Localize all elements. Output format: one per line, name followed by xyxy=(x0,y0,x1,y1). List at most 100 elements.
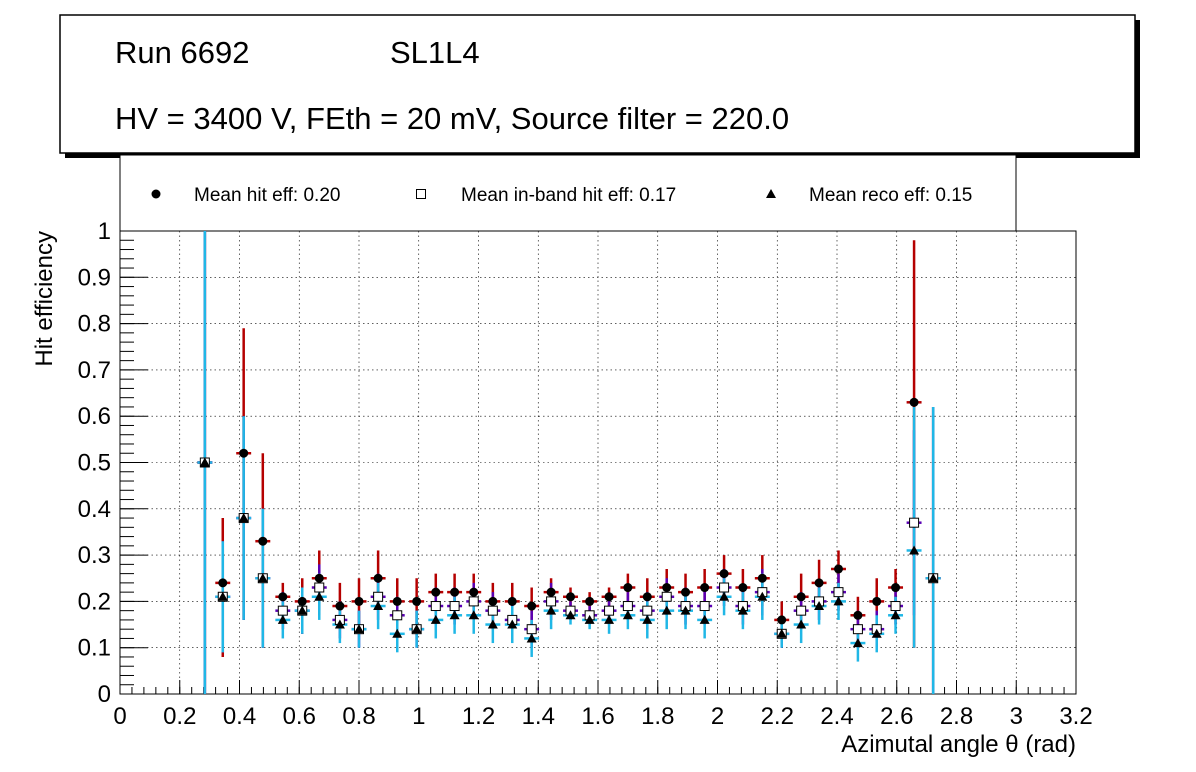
data-point-reco xyxy=(392,628,403,638)
data-point-hit xyxy=(814,578,824,588)
data-point-inband xyxy=(852,624,863,635)
plot-area: 0 0.2 0.4 0.6 0.8 1 1.2 1.4 1.6 1.8 2 2.2 2.4 2.6 2.8 3… xyxy=(78,218,1093,730)
y-tick-label: 0.2 xyxy=(78,588,111,615)
x-tick-label: 2.8 xyxy=(940,703,973,730)
data-point-inband xyxy=(546,596,557,607)
data-point-reco xyxy=(199,457,210,467)
y-tick-label: 0.7 xyxy=(78,357,111,384)
data-point-reco xyxy=(277,614,288,624)
series-0 xyxy=(197,231,941,694)
x-tick-label: 2.4 xyxy=(820,703,853,730)
data-point-reco xyxy=(699,614,710,624)
y-tick-label: 1 xyxy=(98,218,111,245)
data-point-reco xyxy=(757,591,768,601)
header-box-frame xyxy=(59,14,1136,154)
data-point-inband xyxy=(699,601,710,612)
data-point-inband xyxy=(661,591,672,602)
series-2 xyxy=(197,231,941,694)
data-point-hit xyxy=(757,573,767,583)
data-point-hit xyxy=(354,596,364,606)
data-point-hit xyxy=(239,448,249,458)
x-tick-label: 0.4 xyxy=(223,703,256,730)
data-point-reco xyxy=(661,605,672,615)
series-markers-0 xyxy=(200,397,938,625)
legend-marker-inband xyxy=(416,189,426,199)
data-point-inband xyxy=(314,582,325,593)
data-point-hit xyxy=(258,536,268,546)
data-point-hit xyxy=(566,592,576,602)
data-point-reco xyxy=(604,614,615,624)
data-point-hit xyxy=(891,583,901,593)
y-tick-label: 0.3 xyxy=(78,542,111,569)
data-point-reco xyxy=(334,619,345,629)
data-point-hit xyxy=(431,587,441,597)
layer-label: SL1L4 xyxy=(390,35,480,70)
data-point-inband xyxy=(890,601,901,612)
run-label: Run 6692 xyxy=(115,35,249,70)
data-point-reco xyxy=(776,628,787,638)
y-tick-label: 0.4 xyxy=(78,496,111,523)
data-point-reco xyxy=(565,610,576,620)
data-point-reco xyxy=(546,605,557,615)
data-point-hit xyxy=(507,596,517,606)
x-tick-label: 0.6 xyxy=(283,703,316,730)
series-1 xyxy=(197,231,941,694)
data-point-reco xyxy=(622,610,633,620)
data-point-reco xyxy=(680,605,691,615)
data-point-hit xyxy=(777,615,787,625)
data-point-reco xyxy=(507,619,518,629)
data-point-reco xyxy=(871,628,882,638)
data-point-reco xyxy=(526,633,537,643)
data-point-hit xyxy=(833,564,843,574)
data-point-hit xyxy=(909,397,919,407)
data-point-hit xyxy=(662,583,672,593)
x-tick-label: 1.6 xyxy=(581,703,614,730)
data-point-reco xyxy=(430,614,441,624)
data-point-reco xyxy=(642,614,653,624)
data-point-reco xyxy=(719,591,730,601)
data-point-reco xyxy=(928,573,939,583)
legend-marker-hit xyxy=(151,189,161,199)
series-markers-1 xyxy=(199,457,939,639)
y-tick-label: 0.9 xyxy=(78,264,111,291)
data-point-reco xyxy=(238,513,249,523)
data-point-inband xyxy=(277,605,288,616)
series-markers-2 xyxy=(199,457,939,648)
data-point-inband xyxy=(373,591,384,602)
data-point-hit xyxy=(392,596,402,606)
axes: 0 0.2 0.4 0.6 0.8 1 1.2 1.4 1.6 1.8 2 2.2 2.4 2.6 2.8 3… xyxy=(78,218,1093,730)
x-tick-label: 2 xyxy=(711,703,724,730)
data-point-reco xyxy=(354,624,364,634)
data-point-hit xyxy=(681,587,691,597)
data-point-hit xyxy=(412,596,422,606)
data-point-hit xyxy=(796,592,806,602)
data-point-hit xyxy=(700,583,710,593)
data-point-reco xyxy=(909,545,920,555)
data-point-inband xyxy=(796,605,807,616)
x-tick-label: 0 xyxy=(113,703,126,730)
data-point-hit xyxy=(585,596,595,606)
y-tick-label: 0.1 xyxy=(78,635,111,662)
data-point-hit xyxy=(335,601,345,611)
data-point-hit xyxy=(738,583,748,593)
data-points xyxy=(197,231,941,694)
data-point-inband xyxy=(622,601,633,612)
data-point-hit xyxy=(218,578,228,588)
legend-label-inband: Mean in-band hit eff: 0.17 xyxy=(461,185,676,206)
data-point-inband xyxy=(526,624,537,635)
data-point-inband xyxy=(642,605,653,616)
data-point-hit xyxy=(604,592,614,602)
x-axis-title: Azimutal angle θ (rad) xyxy=(841,731,1076,758)
data-point-hit xyxy=(853,610,863,620)
data-point-inband xyxy=(604,605,615,616)
data-point-hit xyxy=(488,596,498,606)
data-point-reco xyxy=(217,591,228,601)
data-point-hit xyxy=(623,583,633,593)
data-point-reco xyxy=(314,591,325,601)
x-tick-label: 2.6 xyxy=(880,703,913,730)
data-point-reco xyxy=(411,624,422,634)
data-point-hit xyxy=(469,587,479,597)
data-point-hit xyxy=(450,587,460,597)
data-point-inband xyxy=(487,605,498,616)
